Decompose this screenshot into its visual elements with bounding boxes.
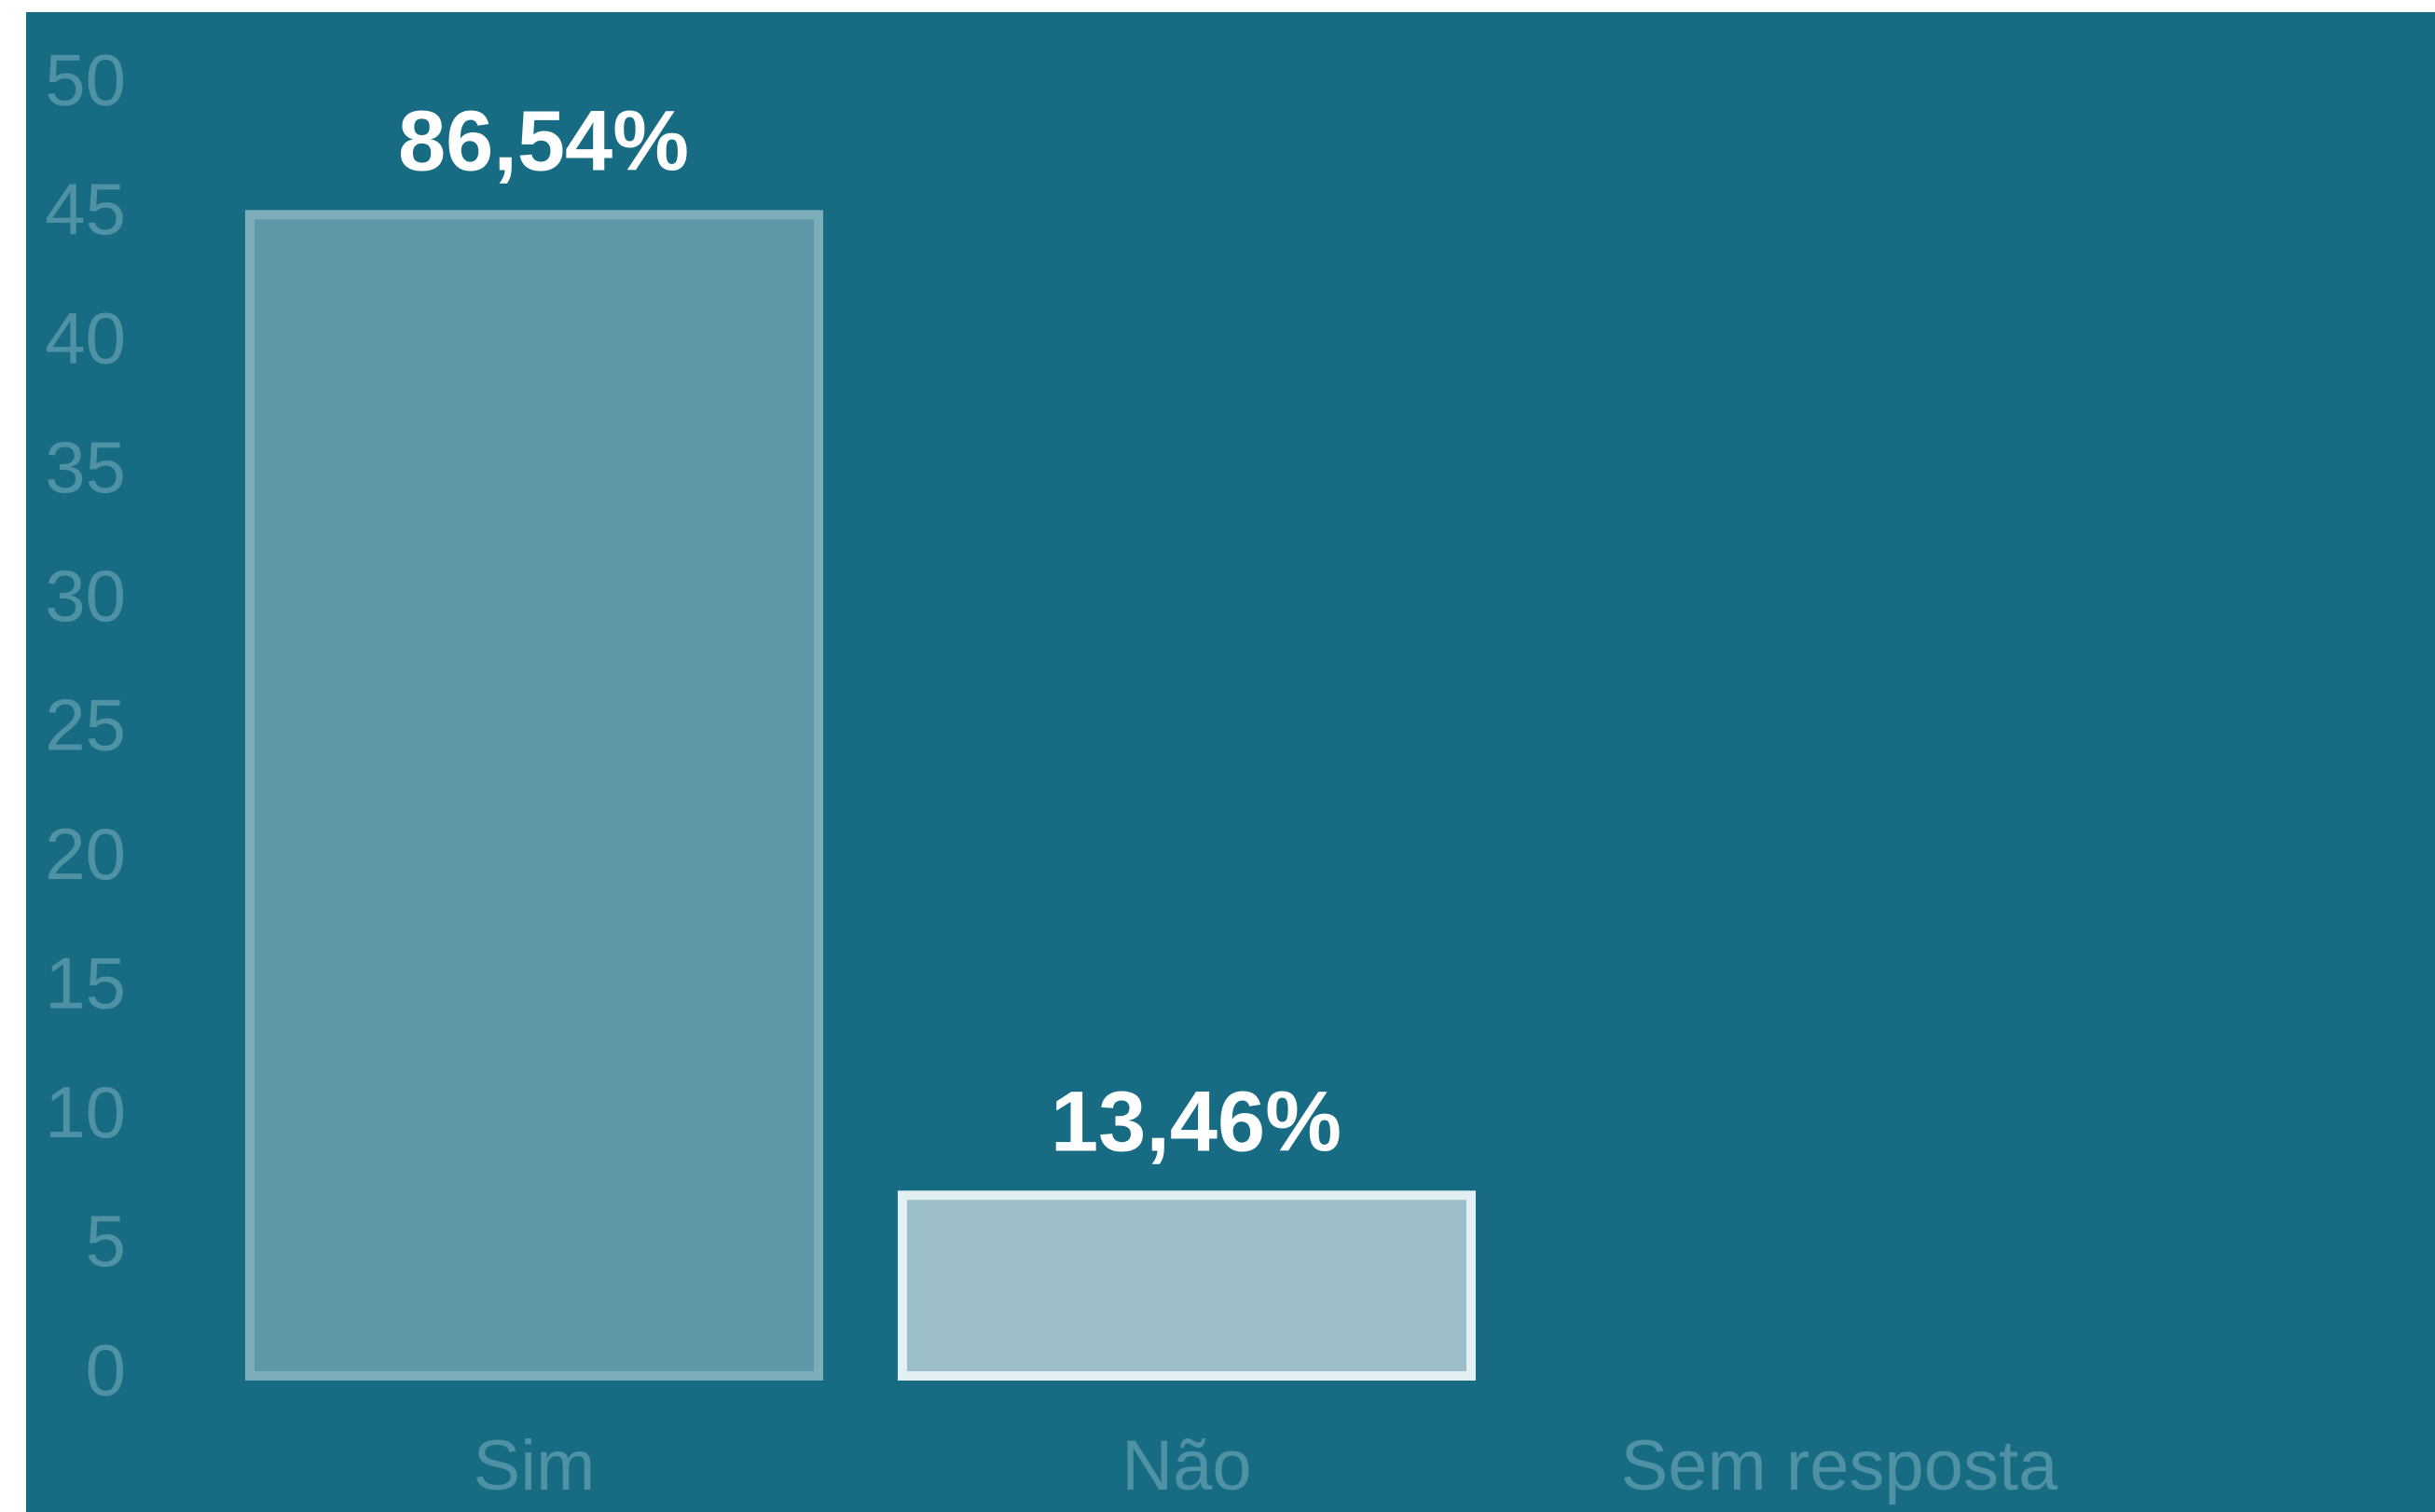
y-tick-label: 15 xyxy=(45,942,126,1024)
value-label: 13,46% xyxy=(1051,1075,1341,1170)
x-tick-label: Sim xyxy=(474,1426,596,1505)
bar xyxy=(245,210,823,1381)
y-tick-label: 25 xyxy=(45,684,126,766)
x-tick-label: Sem resposta xyxy=(1621,1426,2059,1505)
y-tick-label: 20 xyxy=(45,813,126,895)
y-tick-label: 30 xyxy=(45,555,126,637)
y-tick-label: 5 xyxy=(86,1200,126,1282)
y-tick-label: 10 xyxy=(45,1071,126,1153)
y-tick-label: 50 xyxy=(45,39,126,121)
y-tick-label: 35 xyxy=(45,426,126,508)
value-label: 86,54% xyxy=(398,94,689,189)
y-tick-label: 0 xyxy=(86,1329,126,1411)
y-tick-label: 45 xyxy=(45,168,126,250)
bar xyxy=(898,1190,1476,1381)
y-tick-label: 40 xyxy=(45,296,126,378)
x-tick-label: Não xyxy=(1121,1426,1251,1505)
